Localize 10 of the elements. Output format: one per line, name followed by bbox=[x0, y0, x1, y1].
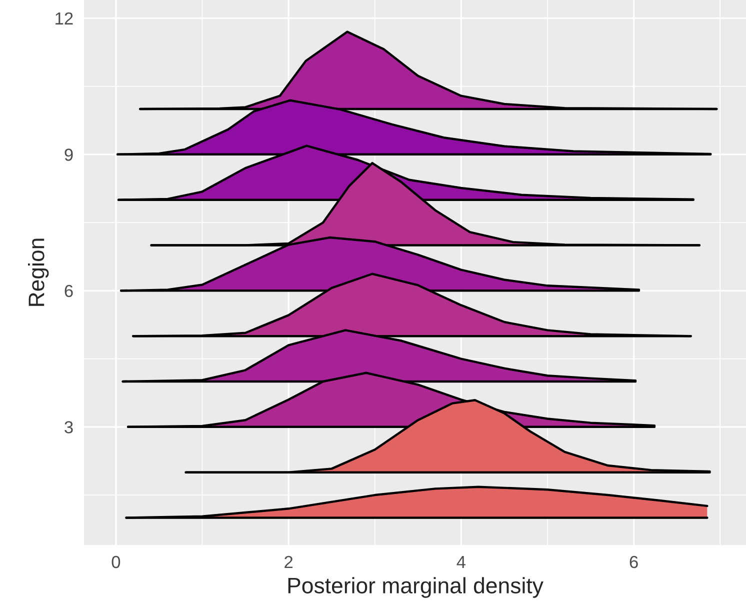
x-tick-label: 0 bbox=[112, 556, 120, 568]
x-tick-label: 4 bbox=[456, 556, 466, 568]
y-tick-label: 12 bbox=[56, 12, 73, 24]
y-tick-label: 3 bbox=[64, 421, 73, 434]
y-axis-title: Region bbox=[28, 238, 49, 306]
y-tick-label: 6 bbox=[64, 284, 73, 298]
y-tick-label: 9 bbox=[64, 148, 73, 161]
x-tick-label: 6 bbox=[630, 556, 638, 568]
x-axis-title: Posterior marginal density bbox=[288, 577, 544, 598]
x-tick-label: 2 bbox=[284, 556, 293, 568]
